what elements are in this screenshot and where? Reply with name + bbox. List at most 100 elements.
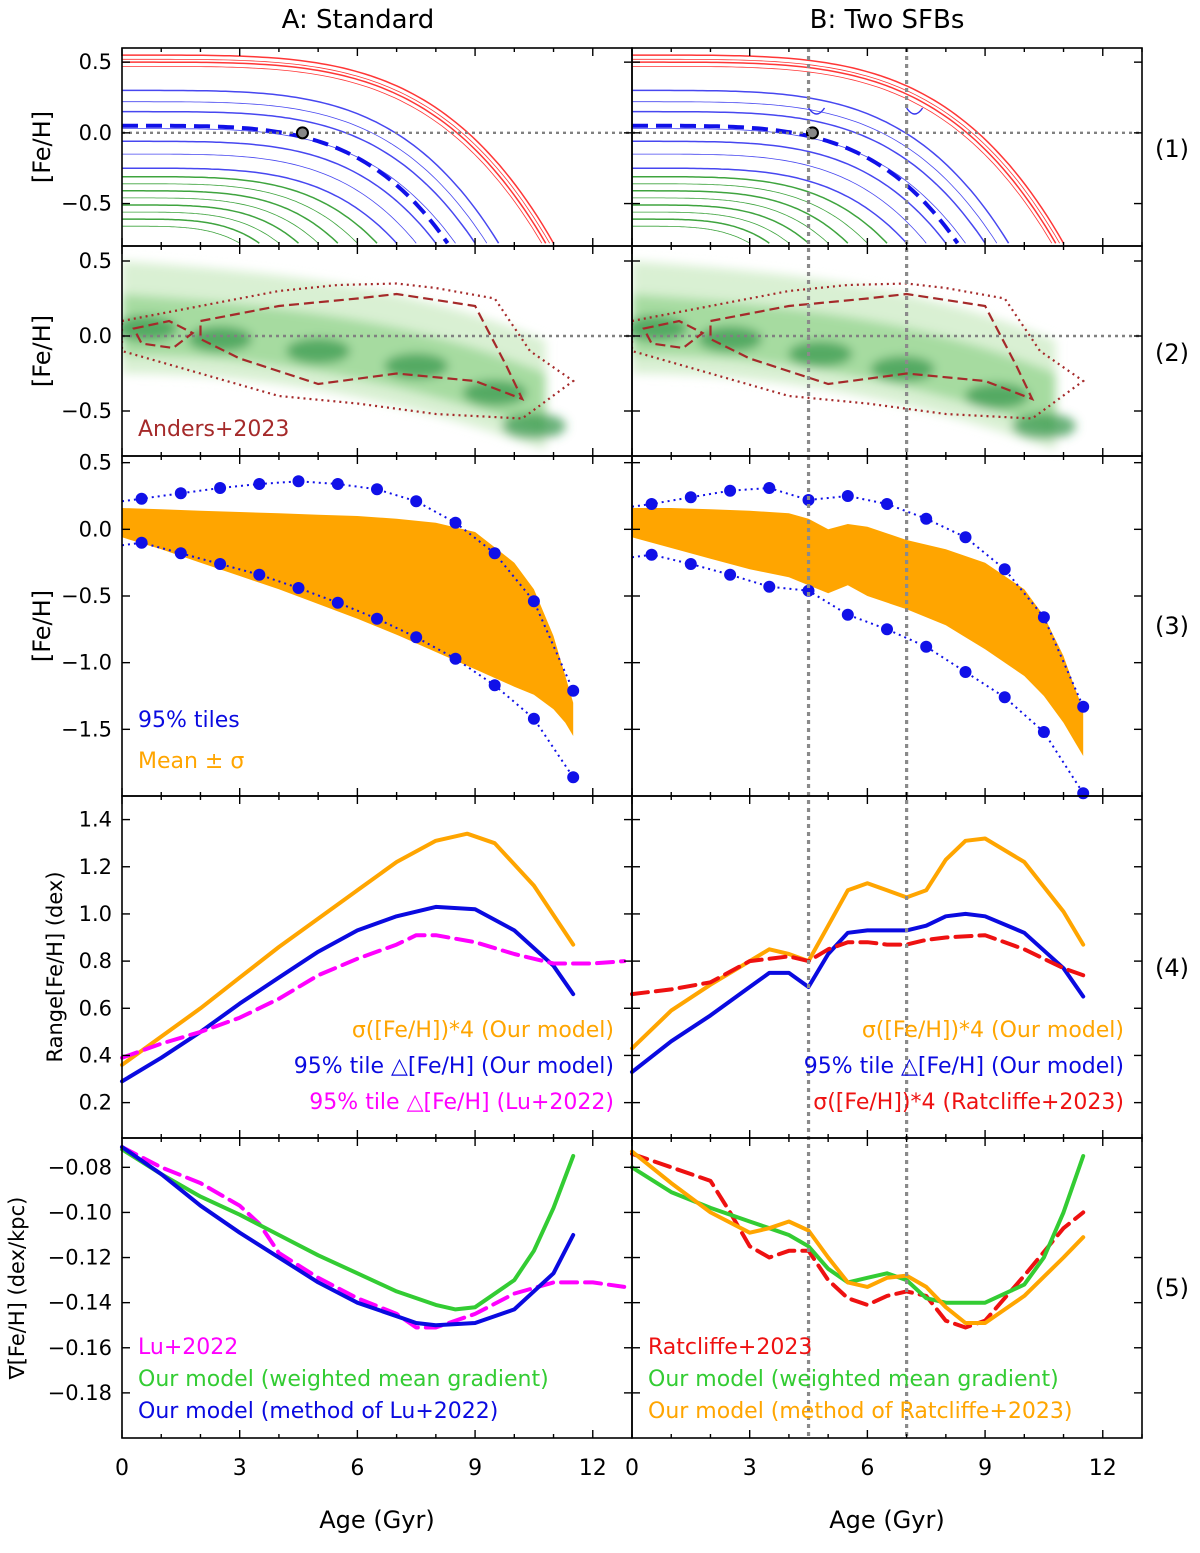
y-tick-label: −0.18 [48, 1381, 112, 1405]
density-core-1 [698, 326, 763, 352]
track-line-blue [122, 167, 398, 244]
series-line-A5-2 [120, 1145, 576, 1328]
y-axis-label-row5: ∇[Fe/H] (dex/kpc) [5, 1197, 29, 1381]
tile-lower-point [331, 596, 344, 609]
tile-upper-point [763, 482, 776, 494]
track-line-green [632, 218, 770, 244]
track-line-green [122, 190, 339, 244]
x-axis-label-A: Age (Gyr) [319, 1506, 434, 1534]
track-line-red [122, 66, 543, 244]
tile-lower-point [410, 631, 423, 644]
tile-lower-point [998, 691, 1011, 704]
legend-anders-2023: Anders+2023 [138, 417, 289, 442]
tile-upper-point [920, 512, 933, 525]
tile-lower-point [371, 612, 383, 625]
tile-upper-point [410, 495, 423, 508]
track-line-blue [632, 128, 966, 244]
contour-young-dashed [642, 319, 705, 350]
y-tick-label: 0.0 [79, 121, 112, 145]
tile-lower-point [1037, 726, 1050, 738]
y-tick-label: −0.12 [48, 1246, 112, 1270]
tile-upper-point [331, 478, 344, 490]
y-tick-label: 0.8 [79, 949, 112, 973]
axis-ticks: 0 3 6 9 12 0 3 6 9 12 0.5 0.0 −0.5 0.5 0.0 −0.5 0.5 0.0 −0… [48, 48, 1143, 1481]
tile-lower-point [645, 548, 658, 561]
track-line-green [122, 225, 240, 244]
legend-B4-sigma-our: σ([Fe/H])*4 (Our model) [862, 1018, 1124, 1043]
y-tick-label: −0.5 [61, 399, 112, 423]
track-line-green [122, 204, 299, 244]
track-line-blue [122, 153, 417, 244]
plot-layer [120, 48, 1142, 1438]
tile-lower-point [802, 584, 815, 597]
legend-A4-sigma-our: σ([Fe/H])*4 (Our model) [352, 1018, 614, 1043]
density-core-3 [870, 356, 935, 382]
series-line-B5-2 [630, 1149, 1086, 1325]
density-core-3 [384, 353, 449, 379]
tile-upper-point [959, 531, 972, 544]
tile-lower-point [881, 623, 893, 636]
tile-upper-point [253, 478, 266, 490]
legend-A5-lu: Lu+2022 [138, 1335, 238, 1360]
tile-upper-point [684, 491, 697, 504]
y-tick-label: −0.16 [48, 1336, 112, 1360]
panel-B1-tracks [632, 54, 1065, 245]
tile-upper-point [488, 547, 501, 560]
panel-B4-frame [631, 795, 1143, 1139]
panel-frames [121, 47, 1143, 1439]
tile-lower-point [214, 558, 227, 570]
y-tick-label: 0.6 [79, 996, 112, 1020]
tile-lower-point [959, 666, 972, 678]
tile-upper-point [214, 482, 227, 494]
series-line-A5-0 [120, 1145, 627, 1330]
density-core-5 [1011, 413, 1076, 439]
series-line-A5-1 [120, 1147, 576, 1312]
y-tick-label: −0.14 [48, 1291, 112, 1315]
track-line-green [632, 183, 868, 244]
contour-young-dashed [132, 319, 195, 350]
x-tick-label: 3 [233, 1456, 247, 1481]
x-tick-label: 0 [115, 1456, 129, 1481]
anders-contours-A [122, 282, 576, 420]
column-title-B: B: Two SFBs [810, 5, 965, 35]
panel-A1-tracks [122, 54, 555, 245]
legend-B5-method-ratcliffe: Our model (method of Ratcliffe+2023) [648, 1399, 1072, 1424]
y-axis-label-row2: [Fe/H] [28, 315, 56, 387]
track-line-blue [122, 128, 456, 244]
row-tag-1: (1) [1155, 135, 1189, 163]
track-line-red [122, 61, 547, 244]
tile-lower-point [527, 712, 540, 725]
track-line-blue [122, 89, 500, 244]
density-core-2 [286, 338, 351, 364]
panel-B5-frame [631, 1137, 1143, 1439]
track-line-green [632, 204, 809, 244]
series-line-A4-0 [120, 831, 576, 1067]
track-line-green [632, 190, 849, 244]
legend-B5-ratcliffe: Ratcliffe+2023 [648, 1335, 812, 1360]
track-line-green [632, 225, 750, 244]
track-line-green [122, 183, 358, 244]
tile-upper-point [449, 516, 462, 529]
track-line-red [122, 54, 555, 244]
y-axis-label-row3: [Fe/H] [28, 590, 56, 662]
track-line-blue [122, 101, 488, 244]
legend-A4-tile-our: 95% tile △[Fe/H] (Our model) [294, 1054, 614, 1079]
panel-A2-density [122, 261, 566, 451]
legend-95-tiles: 95% tiles [138, 708, 240, 733]
legend-A4-tile-lu: 95% tile △[Fe/H] (Lu+2022) [309, 1090, 614, 1115]
tile-lower-point [488, 679, 501, 692]
tile-lower-point [763, 580, 776, 593]
x-tick-label: 12 [1089, 1456, 1117, 1481]
tile-lower-point [684, 558, 697, 570]
y-tick-label: 0.5 [79, 50, 112, 74]
panel-B2-density [632, 261, 1076, 451]
legend-B5-weighted: Our model (weighted mean gradient) [648, 1367, 1059, 1392]
tile-upper-point [724, 484, 737, 497]
track-line-blue [632, 153, 927, 244]
density-core-5 [501, 413, 566, 439]
row-tag-4: (4) [1155, 954, 1189, 982]
tile-upper-point [841, 490, 854, 502]
series-line-A4-2 [120, 933, 627, 1060]
track-line-green [632, 211, 790, 244]
y-axis-label-row1: [Fe/H] [28, 111, 56, 183]
